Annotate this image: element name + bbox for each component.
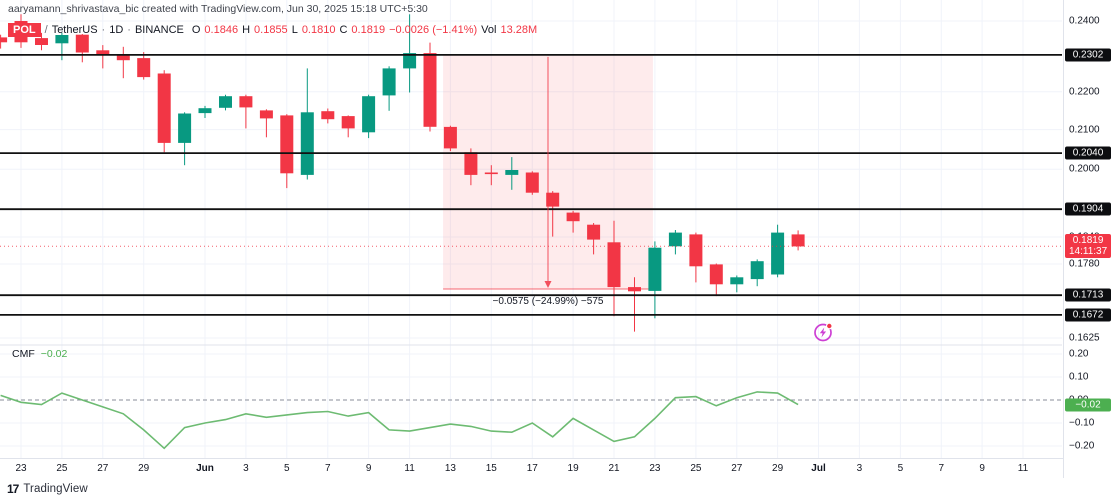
gridlines	[0, 0, 1062, 458]
time-axis-label: 3	[856, 463, 863, 474]
time-axis-label: 7	[938, 463, 945, 474]
low-label: L	[291, 23, 298, 36]
symbol-name[interactable]: TetherUS	[51, 23, 98, 36]
time-axis-label: 25	[56, 463, 68, 474]
attribution-text: aaryamann_shrivastava_bic created with T…	[8, 3, 428, 15]
time-axis-label: 15	[485, 463, 497, 474]
close-value: 0.1819	[351, 23, 386, 36]
separator-dot: ·	[101, 23, 106, 36]
interval-label[interactable]: 1D	[109, 23, 124, 36]
price-axis-label: 0.2200	[1069, 86, 1100, 98]
time-axis-label: 23	[649, 463, 661, 474]
cmf-value-badge: −0.02	[1065, 398, 1111, 412]
time-axis-label: 9	[979, 463, 985, 474]
time-axis-label: 27	[731, 463, 743, 474]
time-axis-label: 11	[404, 463, 415, 474]
time-axis-label: 3	[243, 463, 249, 474]
close-label: C	[339, 23, 348, 36]
low-value: 0.1810	[301, 23, 336, 36]
time-axis-label: 21	[608, 463, 620, 474]
time-axis-label: 23	[15, 463, 27, 474]
level-price-badge: 0.2302	[1065, 48, 1111, 62]
time-axis-label: 13	[444, 463, 456, 474]
tradingview-logo-icon[interactable]: 17	[7, 482, 19, 496]
open-label: O	[191, 23, 201, 36]
time-axis-label: 27	[97, 463, 109, 474]
cmf-axis-label: −0.20	[1069, 440, 1095, 452]
horizontal-level-lines[interactable]	[0, 54, 1062, 316]
separator-dot: ·	[127, 23, 131, 36]
measure-tool-label: −0.0575 (−24.99%) −575	[492, 296, 604, 307]
chart-plot-area[interactable]	[0, 0, 1063, 478]
open-value: 0.1846	[204, 23, 239, 36]
time-axis-label: 5	[897, 463, 904, 474]
footer-bar: 17 TradingView	[0, 478, 1115, 500]
level-price-badge: 0.1904	[1065, 202, 1111, 216]
time-axis-label: 11	[1017, 463, 1029, 474]
last-price-badge: 0.1819 14:11:37	[1065, 234, 1112, 259]
time-axis-label: 25	[690, 463, 702, 474]
lightning-bolt-icon	[814, 322, 833, 342]
time-axis-label: Jun	[196, 463, 214, 474]
time-axis-label: 9	[365, 463, 372, 474]
measure-arrow	[544, 56, 552, 289]
time-axis-label: Jul	[811, 463, 826, 474]
time-axis-label: 29	[772, 463, 784, 474]
time-axis-label: 7	[325, 463, 331, 474]
tradingview-logo-text[interactable]: TradingView	[23, 483, 88, 495]
time-axis-label: 5	[284, 463, 290, 474]
cmf-last-value: −0.02	[40, 348, 68, 360]
flash-ideas-button[interactable]	[812, 321, 834, 343]
high-label: H	[242, 23, 251, 36]
price-axis[interactable]: 0.24000.22000.21000.20000.18400.17800.16…	[1063, 0, 1115, 478]
time-axis[interactable]: 23 25 27 29 Jun 3 5 7 9 11 13 15 17 19 21 23 25 27 29 Jul 3 5…	[0, 458, 1063, 479]
cmf-axis-label: 0.10	[1069, 371, 1089, 383]
cmf-indicator-legend[interactable]: CMF −0.02	[12, 348, 67, 360]
price-axis-label: 0.2100	[1069, 124, 1100, 136]
price-axis-label: 0.1780	[1069, 258, 1100, 270]
high-value: 0.1855	[254, 23, 288, 36]
change-value: −0.0026 (−1.41%)	[389, 23, 478, 36]
level-price-badge: 0.1672	[1065, 308, 1111, 322]
level-price-badge: 0.1713	[1065, 288, 1111, 302]
price-axis-label: 0.1625	[1069, 332, 1100, 344]
cmf-axis-label: −0.10	[1069, 417, 1095, 429]
cmf-line	[0, 391, 799, 450]
cmf-axis-label: 0.20	[1069, 348, 1089, 360]
ticker-badge[interactable]: POL	[8, 22, 41, 37]
cmf-name: CMF	[12, 348, 35, 360]
candles	[0, 14, 805, 332]
volume-value: 13.28M	[500, 23, 538, 36]
time-axis-label: 29	[138, 463, 150, 474]
time-axis-label: 19	[567, 463, 579, 474]
time-axis-label: 17	[526, 463, 538, 474]
symbol-slash: /	[44, 23, 48, 36]
price-axis-label: 0.2000	[1069, 163, 1100, 175]
alert-dot	[827, 323, 832, 329]
volume-label: Vol	[481, 23, 497, 36]
exchange-label[interactable]: BINANCE	[134, 23, 184, 36]
price-axis-label: 0.2400	[1069, 15, 1100, 27]
level-price-badge: 0.2040	[1065, 146, 1111, 160]
